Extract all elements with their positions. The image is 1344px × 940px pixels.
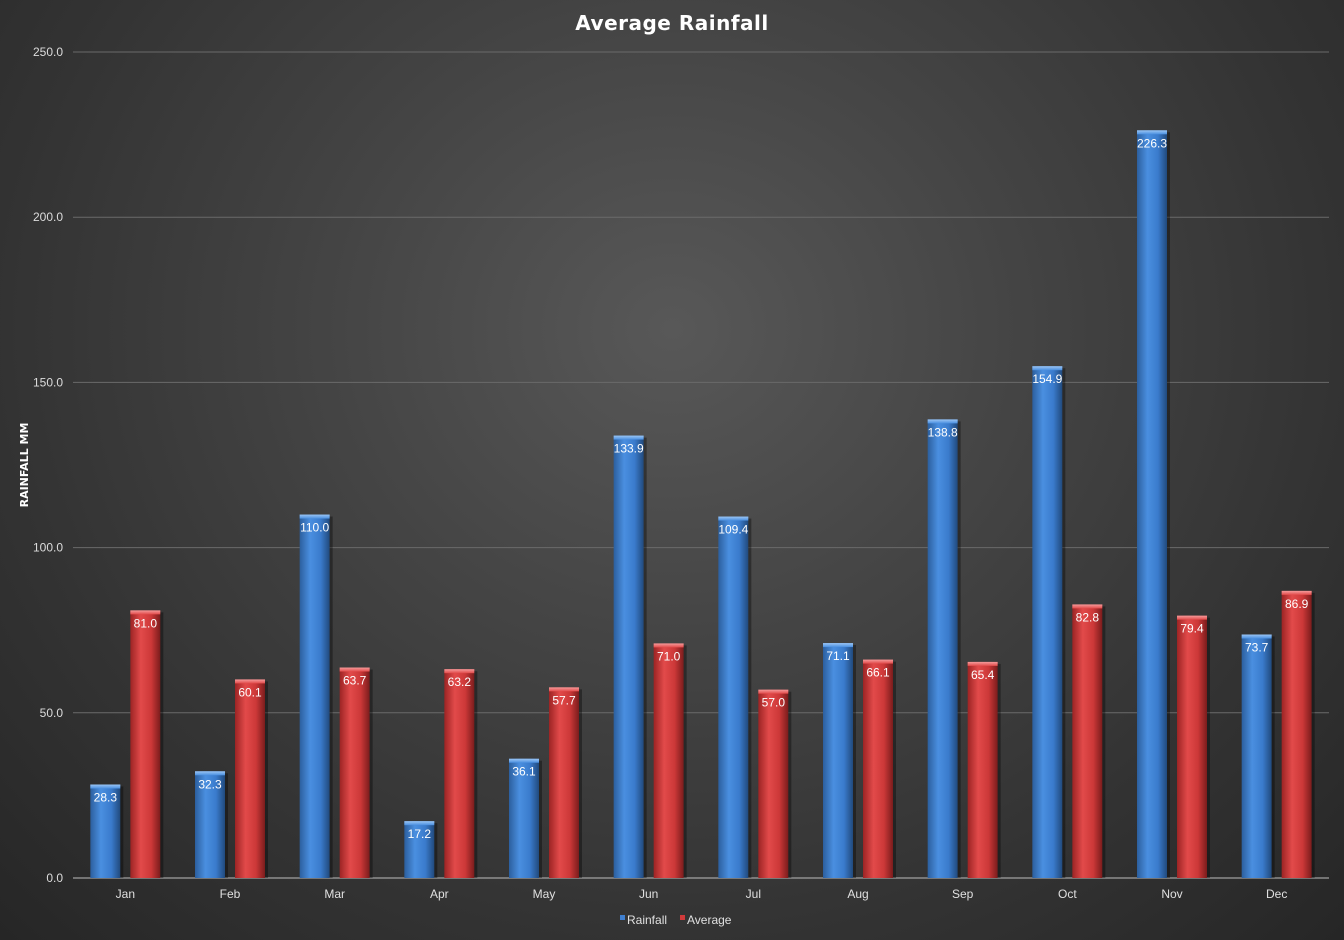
y-tick-label: 250.0 (33, 45, 63, 59)
y-tick-label: 100.0 (33, 541, 63, 555)
legend-swatch (680, 915, 685, 920)
bar-rainfall (1032, 366, 1066, 878)
data-label: 226.3 (1137, 136, 1167, 150)
y-tick-label: 200.0 (33, 210, 63, 224)
chart-title: Average Rainfall (575, 11, 768, 35)
y-tick-label: 0.0 (46, 871, 63, 885)
x-tick-label: Nov (1161, 887, 1182, 901)
bar-rainfall (823, 643, 856, 878)
bar-rainfall (718, 516, 752, 878)
legend-swatch (620, 915, 625, 920)
data-label: 32.3 (198, 777, 222, 791)
data-label: 110.0 (300, 521, 329, 535)
data-label: 133.9 (614, 442, 644, 456)
y-axis-ticks: 0.0 50.0 100.0 150.0 200.0 250.0 (33, 45, 63, 885)
data-label: 57.0 (762, 696, 786, 710)
x-tick-label: Dec (1266, 887, 1287, 901)
data-label: 86.9 (1285, 597, 1309, 611)
bar-average (1072, 604, 1106, 878)
bar-rainfall (613, 435, 647, 878)
x-axis-ticks: Jan Feb Mar Apr May Jun Jul Aug Sep Oct Nov Dec (116, 887, 1288, 901)
bar-rainfall (1241, 634, 1275, 878)
data-label: 66.1 (866, 666, 890, 680)
x-tick-label: Jun (639, 887, 658, 901)
legend-label: Rainfall (627, 913, 667, 927)
data-label: 17.2 (408, 827, 432, 841)
bars (90, 130, 1315, 878)
x-tick-label: Jul (746, 887, 761, 901)
data-label: 60.1 (238, 685, 262, 699)
data-label: 109.4 (718, 523, 748, 537)
x-tick-label: Feb (220, 887, 241, 901)
data-label: 36.1 (512, 765, 536, 779)
bar-rainfall (404, 821, 438, 878)
data-label: 138.8 (928, 425, 958, 439)
y-tick-label: 150.0 (33, 375, 63, 389)
bar-average (967, 661, 1001, 878)
bar-rainfall (195, 771, 228, 878)
y-axis-label: RAINFALL MM (18, 423, 31, 508)
x-tick-label: Apr (430, 887, 449, 901)
x-tick-label: Aug (847, 887, 868, 901)
data-label: 28.3 (94, 790, 118, 804)
bar-average (444, 669, 478, 878)
x-tick-label: Sep (952, 887, 974, 901)
bar-rainfall (1137, 130, 1170, 878)
legend-item-rainfall: Rainfall (620, 913, 667, 927)
legend: Rainfall Average (620, 913, 732, 927)
bar-rainfall (509, 758, 542, 878)
x-tick-label: Mar (324, 887, 345, 901)
bar-average (235, 679, 268, 878)
data-label: 79.4 (1180, 622, 1204, 636)
gridlines (73, 51, 1329, 879)
bar-average (863, 659, 896, 878)
data-label: 73.7 (1245, 640, 1269, 654)
bar-average (130, 610, 164, 878)
data-label: 63.2 (448, 675, 472, 689)
bar-rainfall (927, 419, 961, 878)
data-label: 81.0 (134, 616, 158, 630)
x-tick-label: May (533, 887, 556, 901)
data-label: 82.8 (1076, 610, 1100, 624)
bar-average (339, 667, 373, 878)
bar-average (1281, 590, 1315, 878)
bar-rainfall (90, 784, 124, 878)
data-labels: 28.3 81.0 32.3 60.1 110.0 63.7 17.2 63.2 36.1 57.… (94, 136, 1309, 841)
y-tick-label: 50.0 (40, 706, 64, 720)
data-label: 154.9 (1032, 372, 1062, 386)
bar-average (1177, 615, 1210, 878)
x-tick-label: Oct (1058, 887, 1077, 901)
data-label: 71.0 (657, 649, 681, 663)
bar-average (653, 643, 687, 878)
data-label: 63.7 (343, 674, 367, 688)
legend-label: Average (687, 913, 732, 927)
data-label: 71.1 (826, 649, 850, 663)
data-label: 65.4 (971, 668, 995, 682)
bar-average (758, 689, 792, 878)
data-label: 57.7 (552, 693, 576, 707)
legend-item-average: Average (680, 913, 732, 927)
bar-rainfall (299, 514, 333, 878)
bar-average (549, 687, 582, 878)
x-tick-label: Jan (116, 887, 135, 901)
